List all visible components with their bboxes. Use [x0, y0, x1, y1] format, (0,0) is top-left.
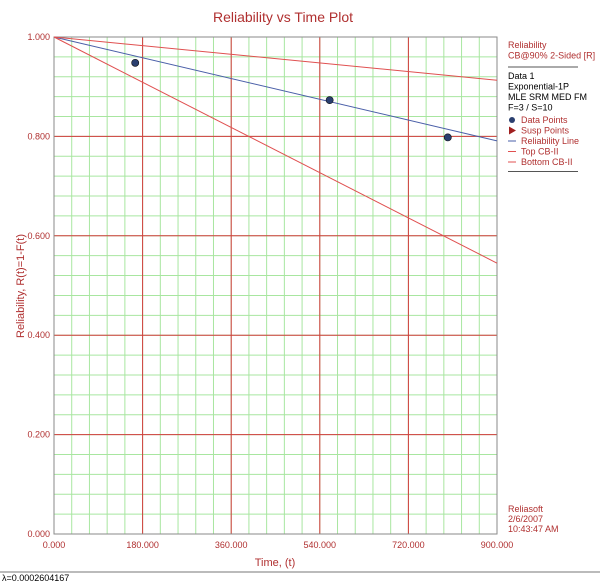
- legend-footer-line: 2/6/2007: [508, 514, 543, 524]
- data-points: [131, 58, 452, 142]
- legend-entry-label: Top CB-II: [521, 147, 559, 157]
- x-axis-label: Time, (t): [255, 557, 296, 569]
- chart-title: Reliability vs Time Plot: [213, 9, 353, 25]
- x-tick-label: 540.000: [304, 540, 337, 550]
- legend-header-line: CB@90% 2-Sided [R]: [508, 51, 595, 61]
- y-tick-label: 0.400: [27, 330, 50, 340]
- x-tick-label: 720.000: [392, 540, 425, 550]
- plot-frame: [53, 36, 498, 535]
- series-line-reliability-line: [53, 36, 498, 142]
- y-tick-labels: 0.000 0.200 0.400 0.600 0.800 1.000: [27, 32, 50, 539]
- legend-symbol-dot: [509, 117, 515, 123]
- data-point: [131, 58, 140, 67]
- legend-footer-line: 10:43:47 AM: [508, 524, 559, 534]
- legend-symbol-triangle: [509, 126, 516, 135]
- legend-entry-label: Bottom CB-II: [521, 157, 573, 167]
- legend-footer-line: Reliasoft: [508, 504, 544, 514]
- major-grid: [53, 36, 498, 535]
- legend-entry-label: Reliability Line: [521, 136, 579, 146]
- x-tick-label: 360.000: [215, 540, 248, 550]
- series-lines: [53, 36, 498, 264]
- y-tick-label: 1.000: [27, 32, 50, 42]
- y-tick-label: 0.200: [27, 430, 50, 440]
- footnote-lambda: λ=0.0002604167: [2, 573, 69, 582]
- y-tick-label: 0.800: [27, 131, 50, 141]
- series-line-top-cb-ii: [53, 36, 498, 81]
- y-axis-label: Reliability, R(t)=1-F(t): [15, 234, 27, 338]
- data-point: [443, 133, 452, 142]
- x-tick-label: 180.000: [126, 540, 159, 550]
- x-tick-labels: 0.000 180.000 360.000 540.000 720.000 900.000: [43, 540, 514, 550]
- series-line-bottom-cb-ii: [53, 36, 498, 264]
- minor-grid: [53, 36, 498, 535]
- legend-info-line: Exponential-1P: [508, 82, 569, 92]
- y-tick-label: 0.600: [27, 231, 50, 241]
- legend-entry-label: Data Points: [521, 115, 568, 125]
- legend-header-line: Reliability: [508, 40, 547, 50]
- legend-info-line: F=3 / S=10: [508, 103, 553, 113]
- legend-entry-label: Susp Points: [521, 126, 570, 136]
- data-point: [325, 96, 334, 105]
- x-tick-label: 0.000: [43, 540, 66, 550]
- y-tick-label: 0.000: [27, 529, 50, 539]
- x-tick-label: 900.000: [481, 540, 514, 550]
- legend-info-line: MLE SRM MED FM: [508, 92, 587, 102]
- legend-info-line: Data 1: [508, 71, 535, 81]
